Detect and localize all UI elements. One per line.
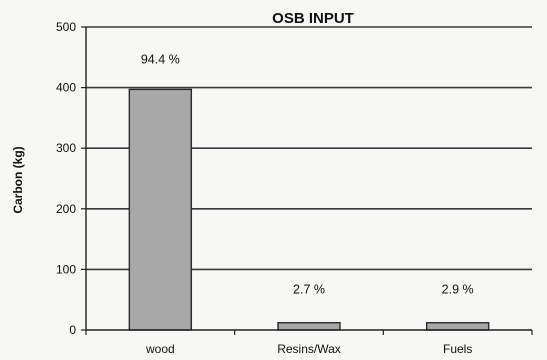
data-label-resins-wax: 2.7 % [293, 283, 325, 297]
bar-resins-wax [277, 322, 341, 331]
labels-layer: 94.4 % 2.7 % 2.9 % [141, 52, 474, 296]
chart-title: OSB INPUT [272, 10, 354, 27]
y-tick-label-100: 100 [56, 262, 76, 276]
bar-fuels [425, 322, 490, 331]
y-axis-label: Carbon (kg) [11, 146, 25, 213]
x-tick-label-wood: wood [145, 342, 175, 356]
bar-wood [128, 88, 193, 331]
x-tick-label-resins-wax: Resins/Wax [277, 342, 341, 356]
y-tick-label-400: 400 [56, 81, 76, 95]
x-tick-label-fuels: Fuels [443, 342, 472, 356]
y-tick-label-300: 300 [56, 141, 76, 155]
ticks-layer: wood Resins/Wax Fuels 0 100 200 300 400 500 [56, 20, 472, 356]
y-tick-label-200: 200 [56, 202, 76, 216]
y-tick-label-0: 0 [69, 323, 76, 337]
data-label-fuels: 2.9 % [442, 283, 474, 297]
y-tick-label-500: 500 [56, 20, 76, 34]
data-label-wood: 94.4 % [141, 52, 180, 66]
axis-layer [81, 26, 533, 335]
